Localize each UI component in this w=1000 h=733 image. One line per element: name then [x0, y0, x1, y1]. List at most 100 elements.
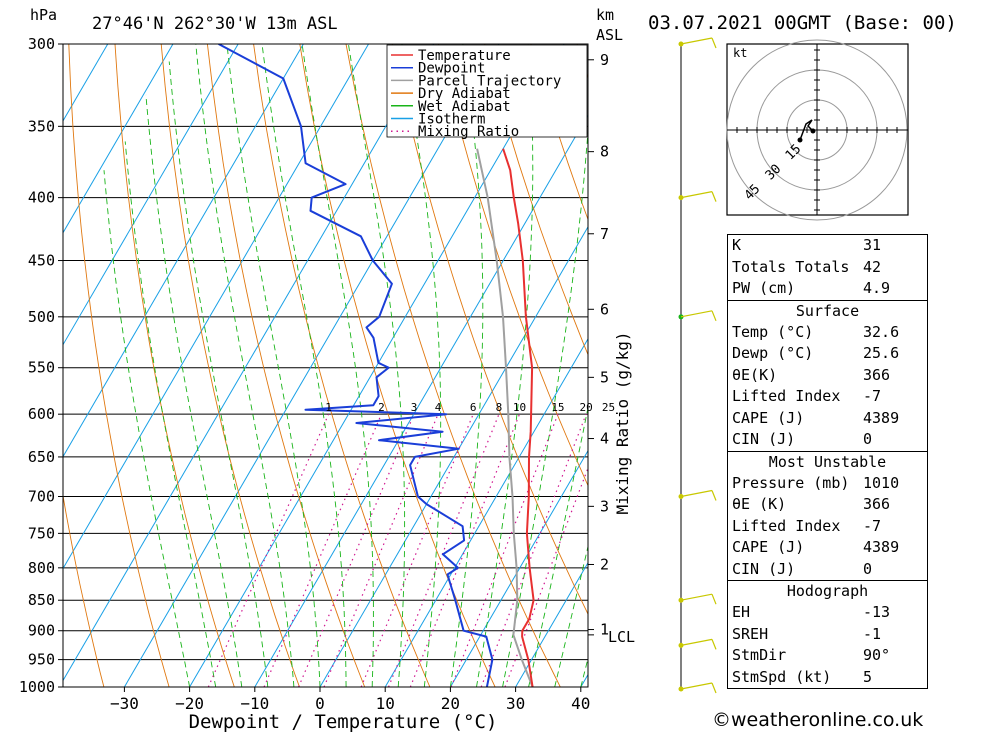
wind-barb-flag: [711, 310, 717, 322]
temperature-tick-label: −30: [110, 694, 139, 713]
isotherm: [515, 561, 588, 687]
height-tick-label: 9: [600, 51, 609, 69]
stmspd-value: 5: [863, 667, 873, 686]
wind-barb-flag: [711, 682, 717, 694]
mixing-ratio-label: 20: [580, 401, 593, 414]
pressure-tick-label: 900: [28, 622, 55, 640]
height-tick-label: 1: [600, 621, 609, 639]
height-tick-label: 2: [600, 555, 609, 573]
isotherm: [63, 44, 304, 458]
k-index-value: 31: [863, 236, 882, 254]
height-tick-label: 3: [600, 497, 609, 515]
dry-adiabat: [988, 0, 1000, 713]
lcl-label: LCL: [608, 628, 635, 646]
mixing-ratio-label: 4: [435, 401, 442, 414]
isotherm: [63, 44, 370, 570]
sounding-curves: [218, 44, 535, 687]
isotherm: [449, 449, 588, 687]
sreh-value: -1: [863, 624, 882, 643]
indices-table: K 31 Totals Totals 42 PW (cm) 4.9 Surface T…: [727, 234, 928, 689]
dry-adiabat: [253, 44, 431, 687]
wind-barb: [680, 310, 713, 318]
x-axis-label: Dewpoint / Temperature (°C): [189, 711, 498, 733]
pressure-tick-label: 550: [28, 359, 55, 377]
isotherm: [0, 0, 99, 687]
pressure-tick-label: 700: [28, 488, 55, 506]
temperature-tick-label: 40: [571, 694, 590, 713]
mixing-ratio-line: [263, 413, 382, 687]
isotherm: [0, 0, 34, 687]
surface-li-value: -7: [863, 387, 882, 405]
pressure-tick-label: 800: [28, 559, 55, 577]
mu-pressure-value: 1010: [863, 473, 900, 492]
wet-adiabat: [347, 44, 406, 687]
parcel-trajectory-line: [476, 148, 534, 687]
pressure-tick-label: 350: [28, 117, 55, 135]
wind-barb: [680, 593, 713, 601]
surface-temp-value: 32.6: [863, 322, 900, 341]
temperature-tick-label: 20: [441, 694, 460, 713]
pressure-tick-label: 950: [28, 651, 55, 669]
pressure-tick-label: 500: [28, 308, 55, 326]
wet-adiabat: [301, 44, 374, 687]
surface-cape-value: 4389: [863, 408, 900, 427]
wind-barb: [680, 489, 713, 498]
pressure-tick-label: 300: [28, 35, 55, 53]
hodograph-trace: [799, 119, 814, 141]
pressure-tick-label: 600: [28, 405, 55, 423]
pressure-tick-label: 450: [28, 252, 55, 270]
mixing-ratio-label: 3: [411, 401, 418, 414]
mu-theta-value: 366: [863, 495, 891, 513]
mixing-ratio-label: 1: [325, 401, 332, 414]
dry-adiabat: [345, 44, 561, 687]
totals-totals-value: 42: [863, 257, 882, 276]
height-tick-label: 5: [600, 368, 609, 386]
stmdir-value: 90°: [863, 646, 891, 664]
pw-value: 4.9: [863, 279, 891, 297]
isotherm: [319, 225, 588, 687]
hodograph-point: [797, 137, 803, 143]
surface-dewp-value: 25.6: [863, 344, 900, 362]
height-tick-label: 8: [600, 143, 609, 161]
dry-adiabat: [206, 44, 366, 687]
pressure-unit: hPa: [30, 6, 57, 24]
dry-adiabat: [530, 44, 588, 221]
mixing-ratio-label: 6: [470, 401, 477, 414]
surface-title: Surface: [795, 301, 860, 320]
dry-adiabat: [63, 493, 105, 687]
legend-label: Mixing Ratio: [418, 124, 519, 140]
dry-adiabat: [484, 44, 588, 356]
wet-adiabat: [124, 141, 217, 687]
height-tick-label: 4: [600, 430, 609, 448]
isotherm: [63, 44, 239, 346]
dry-adiabat: [299, 44, 496, 687]
mixing-ratio-label: 8: [496, 401, 503, 414]
mu-cin-value: 0: [863, 559, 873, 578]
temperature-tick-label: −10: [240, 694, 269, 713]
mixing-ratio-label: 10: [513, 401, 526, 414]
height-tick-label: 6: [600, 300, 609, 318]
dewpoint-line: [218, 44, 494, 687]
plot-frame: [62, 43, 589, 688]
wet-adiabat: [261, 44, 347, 687]
legend-label: Dry Adiabat: [418, 86, 511, 102]
copyright: ©weatheronline.co.uk: [712, 709, 924, 731]
mixing-ratio-label: 2: [378, 401, 385, 414]
location-title: 27°46'N 262°30'W 13m ASL: [92, 14, 338, 34]
mixing-ratio-label: 25: [602, 401, 615, 414]
dry-adiabat: [944, 0, 1000, 713]
legend-label: Dewpoint: [418, 61, 485, 77]
temperature-tick-label: −20: [175, 694, 204, 713]
legend-label: Parcel Trajectory: [418, 73, 561, 89]
pressure-tick-label: 400: [28, 189, 55, 207]
mu-li-value: -7: [863, 516, 882, 535]
isotherm: [63, 44, 174, 234]
mixing-ratio-line: [450, 413, 559, 687]
temperature-tick-label: 10: [376, 694, 395, 713]
pressure-tick-label: 750: [28, 524, 55, 542]
most-unstable-title: Most Unstable: [768, 452, 887, 471]
mixing-ratio-line: [387, 413, 500, 687]
wind-barb: [680, 191, 713, 199]
